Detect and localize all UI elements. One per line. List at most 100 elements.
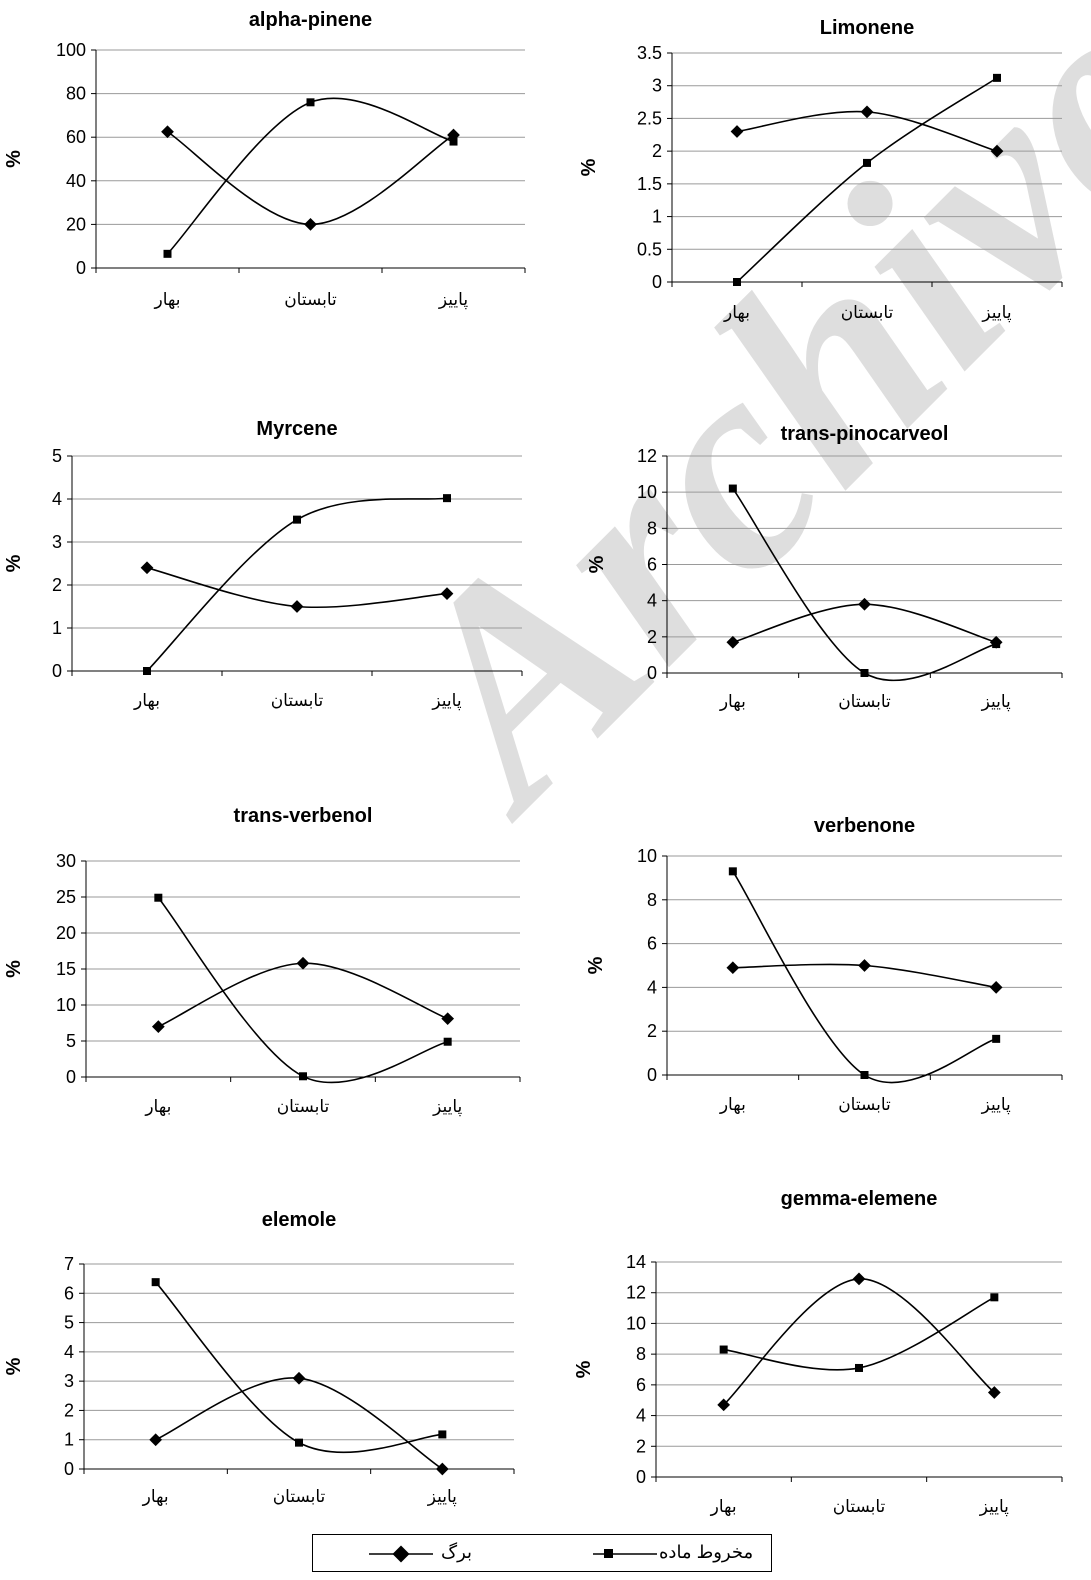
chart-4-series-1-point-0	[154, 893, 163, 902]
legend: برگ مخروط ماده	[312, 1534, 772, 1572]
chart-3-category-label-0: بهار	[719, 692, 746, 712]
chart-2-ytick-label-1: 1	[52, 618, 62, 638]
chart-4-ytick-label-5: 25	[56, 887, 76, 907]
chart-7-category-label-1: تابستان	[833, 1497, 886, 1517]
chart-2-series-0-point-2	[440, 587, 454, 600]
chart-1-ytick-label-7: 3.5	[637, 43, 662, 63]
chart-0-series-0-line	[167, 131, 454, 226]
chart-4-ytick-label-3: 15	[56, 959, 76, 979]
chart-6-ytick-label-5: 5	[64, 1313, 74, 1333]
chart-1-ytick-label-4: 2	[652, 141, 662, 161]
chart-1-series-0-point-0	[730, 125, 744, 138]
chart-0-ytick-label-1: 20	[66, 214, 86, 234]
chart-2-category-label-1: تابستان	[271, 691, 324, 711]
chart-6-series-1-point-2	[438, 1430, 447, 1439]
chart-6-ytick-label-3: 3	[64, 1371, 74, 1391]
chart-3-series-1-line	[732, 488, 997, 682]
chart-2-ylabel: %	[3, 554, 25, 572]
chart-4-series-0-point-1	[296, 956, 310, 970]
chart-2-category-label-2: پاییز	[431, 691, 461, 711]
chart-6-ytick-label-2: 2	[64, 1400, 74, 1420]
chart-5-category-label-2: پاییز	[981, 1095, 1011, 1115]
chart-6-ylabel: %	[3, 1357, 25, 1375]
chart-0-series-1-point-0	[163, 249, 172, 258]
chart-0-series-1-point-1	[306, 98, 315, 107]
chart-6-title: elemole	[262, 1209, 336, 1231]
chart-5-series-1-line	[732, 870, 997, 1084]
chart-5-ylabel: %	[585, 956, 607, 974]
chart-3-ytick-label-1: 2	[647, 627, 657, 647]
chart-1-ytick-label-5: 2.5	[637, 108, 662, 128]
chart-3-ylabel: %	[586, 555, 608, 573]
chart-6-series-0-point-0	[149, 1433, 163, 1447]
chart-4-category-label-1: تابستان	[277, 1097, 330, 1117]
chart-4-category-label-0: بهار	[144, 1097, 171, 1117]
chart-7-ytick-label-6: 12	[626, 1283, 646, 1303]
chart-2-ytick-label-3: 3	[52, 532, 62, 552]
chart-5-series-0-point-0	[726, 961, 740, 975]
chart-7-title: gemma-elemene	[781, 1188, 938, 1210]
chart-0-category-label-0: بهار	[154, 290, 181, 310]
chart-5-ytick-label-2: 4	[647, 977, 657, 997]
chart-6-series-0-point-2	[435, 1462, 449, 1476]
chart-0-series-0-point-1	[304, 218, 317, 231]
chart-2-category-label-0: بهار	[133, 691, 160, 711]
chart-2-series-1-point-1	[293, 515, 301, 524]
chart-1-series-0-point-2	[990, 144, 1004, 158]
chart-5-series-1-point-0	[728, 867, 737, 876]
chart-6-category-label-0: بهار	[142, 1487, 169, 1507]
chart-1-ytick-label-6: 3	[652, 76, 662, 96]
chart-4-category-label-2: پاییز	[432, 1097, 462, 1117]
chart-7-ytick-label-4: 8	[636, 1344, 646, 1364]
chart-6-series-1-point-0	[151, 1278, 160, 1287]
chart-5-title: verbenone	[814, 815, 915, 837]
chart-1-category-label-1: تابستان	[841, 303, 894, 323]
chart-0-category-label-2: پاییز	[438, 290, 468, 310]
chart-5-category-label-1: تابستان	[838, 1095, 891, 1115]
chart-0-series-1-point-2	[449, 137, 458, 146]
chart-2-series-1-point-2	[443, 494, 451, 503]
chart-3-category-label-1: تابستان	[838, 692, 891, 712]
chart-7-ytick-label-5: 10	[626, 1313, 646, 1333]
chart-5-ytick-label-3: 6	[647, 934, 657, 954]
chart-6-category-label-1: تابستان	[273, 1487, 326, 1507]
chart-3-ytick-label-2: 4	[647, 591, 657, 611]
chart-4-series-1-point-1	[299, 1072, 307, 1081]
chart-5-ytick-label-4: 8	[647, 890, 657, 910]
chart-7-ytick-label-3: 6	[636, 1375, 646, 1395]
chart-1-category-label-2: پاییز	[981, 303, 1011, 323]
chart-7-ytick-label-1: 2	[636, 1436, 646, 1456]
legend-leaf-label: برگ	[441, 1542, 473, 1562]
chart-1-ytick-label-3: 1.5	[637, 174, 662, 194]
chart-4-ylabel: %	[3, 960, 25, 978]
chart-4-ytick-label-2: 10	[56, 995, 76, 1015]
chart-7-series-0-point-1	[852, 1272, 866, 1286]
chart-4-series-1-point-2	[443, 1037, 452, 1046]
chart-3-ytick-label-6: 12	[637, 446, 657, 466]
chart-3-ytick-label-0: 0	[647, 663, 657, 683]
legend-leaf-diamond-icon	[392, 1545, 410, 1563]
chart-1-series-0-point-1	[860, 105, 874, 119]
chart-3-series-0-point-0	[726, 635, 740, 649]
chart-1-series-1-point-0	[733, 278, 741, 286]
chart-2-series-0-point-0	[140, 561, 154, 575]
chart-3-series-1-point-0	[728, 484, 737, 493]
chart-0-ytick-label-4: 80	[66, 84, 86, 104]
chart-2-ytick-label-2: 2	[52, 575, 62, 595]
chart-6-ytick-label-6: 6	[64, 1283, 74, 1303]
chart-3-series-1-point-1	[860, 669, 869, 677]
chart-7-ytick-label-2: 4	[636, 1406, 646, 1426]
chart-4-series-0-line	[158, 962, 448, 1028]
chart-1-title: Limonene	[820, 17, 914, 39]
chart-6-category-label-2: پاییز	[427, 1487, 457, 1507]
chart-0-category-label-1: تابستان	[284, 290, 337, 310]
chart-7-series-1-point-0	[719, 1345, 728, 1354]
chart-7-ytick-label-0: 0	[636, 1467, 646, 1487]
chart-6-series-1-line	[155, 1281, 443, 1454]
chart-4-ytick-label-4: 20	[56, 923, 76, 943]
chart-7-category-label-2: پاییز	[979, 1497, 1009, 1517]
chart-6-ytick-label-7: 7	[64, 1254, 74, 1274]
chart-1-ytick-label-2: 1	[652, 207, 662, 227]
chart-6-ytick-label-1: 1	[64, 1430, 74, 1450]
chart-2-series-1-point-0	[143, 667, 151, 675]
